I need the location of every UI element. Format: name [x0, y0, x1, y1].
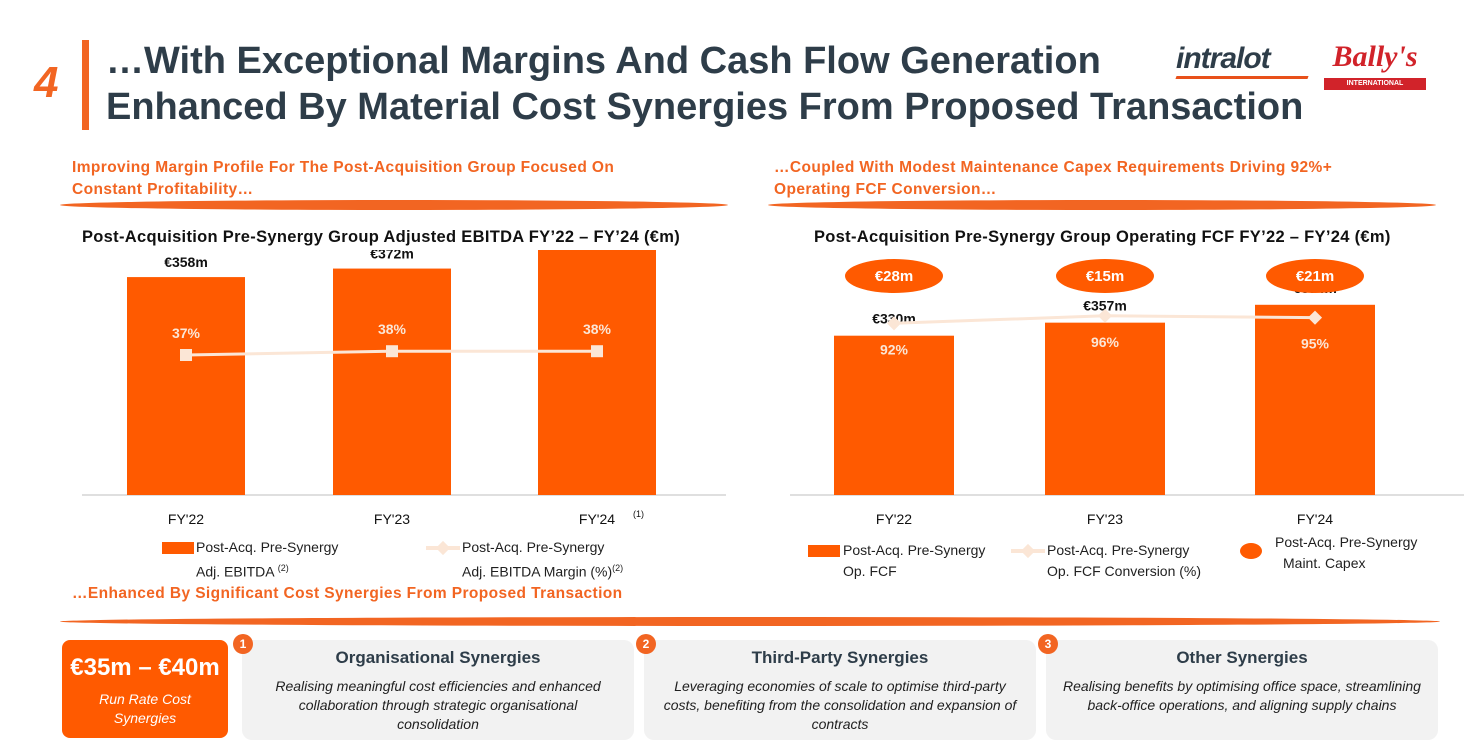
capex-value-label: €15m	[1086, 268, 1124, 285]
run-rate-box: €35m – €40m Run Rate Cost Synergies	[62, 640, 228, 738]
x-tick-label: FY'22	[168, 511, 204, 527]
synergy-description: Realising meaningful cost efficiencies a…	[275, 678, 601, 732]
right-heading-line-2: Operating FCF Conversion…	[774, 181, 997, 198]
legend-ebitda-line2: Adj. EBITDA (2)	[196, 563, 289, 580]
legend-margin-line2: Adj. EBITDA Margin (%)(2)	[462, 563, 624, 580]
bar-value-label: €372m	[370, 250, 414, 262]
left-heading-swoosh	[60, 200, 728, 210]
synergy-title: Third-Party Synergies	[751, 648, 929, 667]
x-tick-label: FY'24	[579, 511, 615, 527]
right-heading-line-1: …Coupled With Modest Maintenance Capex R…	[774, 159, 1333, 176]
legend-fcf-swatch	[808, 545, 840, 557]
ebitda-chart-title: Post-Acquisition Pre-Synergy Group Adjus…	[82, 228, 680, 246]
legend-ebitda-line1: Post-Acq. Pre-Synergy	[196, 539, 339, 555]
capex-bubble-2	[1056, 259, 1154, 293]
bar-fcf-2	[1045, 322, 1165, 495]
synergy-card-third-party: Third-Party Synergies Leveraging economi…	[644, 640, 1036, 740]
margin-marker-2	[386, 345, 398, 358]
synergy-title: Other Synergies	[1176, 648, 1308, 667]
legend-capex-line1: Post-Acq. Pre-Synergy	[1275, 534, 1418, 550]
conversion-value-label: 96%	[1091, 334, 1120, 350]
title-line-2: Enhanced By Material Cost Synergies From…	[106, 86, 1304, 128]
intralot-logo-text: intralot	[1176, 42, 1271, 75]
margin-value-label: 38%	[583, 321, 612, 337]
fcf-chart: €330mFY'2292%€28m€357mFY'2396%€15m€394mF…	[790, 259, 1464, 527]
synergy-number-badge: 3	[1038, 634, 1058, 654]
margin-value-label: 37%	[172, 325, 201, 341]
conversion-value-label: 92%	[880, 341, 909, 357]
bar-value-label: €358m	[164, 254, 208, 270]
left-heading-line-2: Constant Profitability…	[72, 181, 254, 198]
conversion-marker-1	[886, 316, 902, 331]
run-rate-label: Run Rate Cost Synergies	[99, 691, 191, 726]
page-title: …With Exceptional Margins And Cash Flow …	[106, 38, 1303, 130]
legend-conversion-line2: Op. FCF Conversion (%)	[1047, 563, 1202, 579]
capex-value-label: €28m	[875, 268, 913, 285]
synergies-swoosh	[60, 617, 1440, 626]
conversion-value-label: 95%	[1301, 336, 1330, 352]
synergy-card-organisational: Organisational Synergies Realising meani…	[242, 640, 634, 740]
title-accent-bar	[82, 40, 89, 130]
conversion-marker-3	[1307, 310, 1323, 325]
intralot-logo-swoosh	[1175, 76, 1309, 79]
legend-capex-swatch	[1240, 543, 1262, 559]
synergy-number-badge: 1	[233, 634, 253, 654]
capex-value-label: €21m	[1296, 268, 1334, 285]
ebitda-chart: €358mFY'2237%€372mFY'2338%€416mFY'24(1)3…	[82, 250, 726, 527]
legend-conversion-label: Post-Acq. Pre-Synergy Op. FCF Conversion…	[1047, 540, 1201, 582]
left-heading-line-1: Improving Margin Profile For The Post-Ac…	[72, 159, 615, 176]
conversion-marker-2	[1097, 308, 1113, 323]
legend-ebitda-swatch	[162, 542, 194, 554]
margin-value-label: 38%	[378, 321, 407, 337]
bar-fcf-1	[834, 335, 954, 495]
legend-capex-label: Post-Acq. Pre-Synergy Maint. Capex	[1275, 532, 1417, 574]
right-heading-swoosh	[768, 200, 1436, 210]
bar-ebitda-1	[127, 277, 245, 495]
right-section-heading: …Coupled With Modest Maintenance Capex R…	[774, 157, 1332, 201]
bar-fcf-3	[1255, 304, 1375, 495]
legend-margin-swatch	[426, 546, 460, 550]
intralot-logo: intralot	[1175, 42, 1309, 82]
legend-conversion-line1: Post-Acq. Pre-Synergy	[1047, 542, 1190, 558]
legend-fcf-line2: Op. FCF	[843, 563, 897, 579]
legend-margin-line1: Post-Acq. Pre-Synergy	[462, 539, 605, 555]
legend-fcf-line1: Post-Acq. Pre-Synergy	[843, 542, 986, 558]
title-line-1: …With Exceptional Margins And Cash Flow …	[106, 40, 1101, 82]
fcf-chart-title: Post-Acquisition Pre-Synergy Group Opera…	[814, 228, 1391, 246]
ballys-logo: Bally's INTERNATIONAL INTERACTIVE	[1322, 40, 1428, 99]
legend-ebitda-label: Post-Acq. Pre-Synergy Adj. EBITDA (2)	[196, 537, 338, 583]
x-tick-footnote: (1)	[633, 509, 644, 519]
x-tick-label: FY'23	[1087, 511, 1123, 527]
capex-bubble-3	[1266, 259, 1364, 293]
slide-number: 4	[34, 58, 59, 107]
x-tick-label: FY'22	[876, 511, 912, 527]
x-tick-label: FY'24	[1297, 511, 1333, 527]
legend-fcf-label: Post-Acq. Pre-Synergy Op. FCF	[843, 540, 985, 582]
synergy-title: Organisational Synergies	[335, 648, 541, 667]
synergy-description: Leveraging economies of scale to optimis…	[663, 678, 1017, 732]
capex-bubble-1	[845, 259, 943, 293]
synergy-description: Realising benefits by optimising office …	[1063, 678, 1421, 713]
synergy-number-badge: 2	[636, 634, 656, 654]
ballys-logo-text: Bally's	[1332, 40, 1418, 73]
x-tick-label: FY'23	[374, 511, 410, 527]
bar-value-label: €357m	[1083, 298, 1127, 314]
legend-capex-line2: Maint. Capex	[1283, 555, 1366, 571]
run-rate-value: €35m – €40m	[70, 654, 220, 681]
ballys-logo-subtitle: INTERNATIONAL INTERACTIVE	[1324, 78, 1426, 99]
margin-marker-3	[591, 345, 603, 358]
legend-conversion-swatch	[1011, 549, 1045, 553]
synergies-heading: …Enhanced By Significant Cost Synergies …	[72, 585, 623, 602]
margin-marker-1	[180, 349, 192, 361]
bar-ebitda-2	[333, 268, 451, 495]
bar-ebitda-3	[538, 250, 656, 495]
legend-margin-label: Post-Acq. Pre-Synergy Adj. EBITDA Margin…	[462, 537, 623, 583]
left-section-heading: Improving Margin Profile For The Post-Ac…	[72, 157, 614, 201]
synergy-card-other: Other Synergies Realising benefits by op…	[1046, 640, 1438, 740]
